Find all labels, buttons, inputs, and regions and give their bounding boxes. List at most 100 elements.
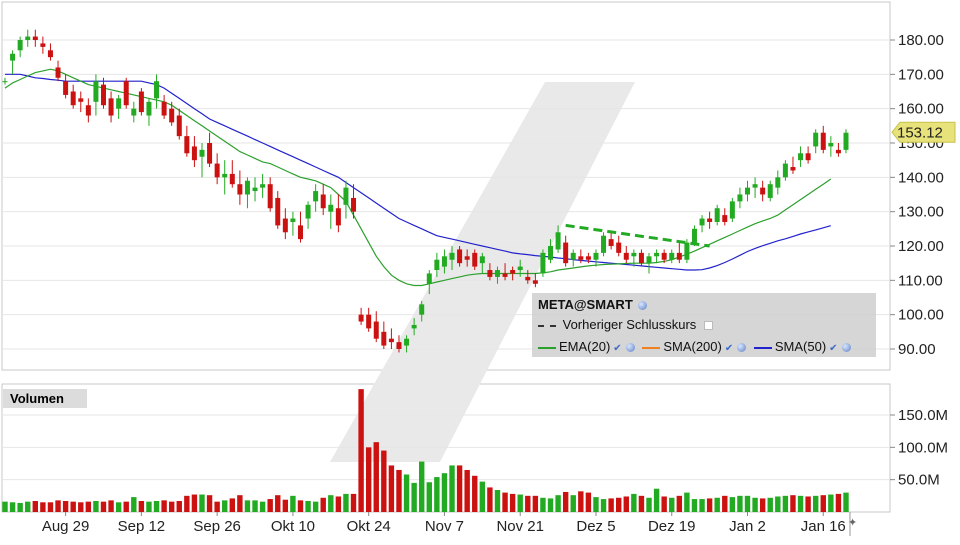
volume-bar — [790, 495, 796, 512]
candle-body — [85, 105, 91, 116]
check-icon[interactable]: ✔ — [724, 343, 734, 354]
check-icon[interactable]: ✔ — [613, 343, 622, 354]
volume-bar — [616, 497, 622, 512]
candle-body — [388, 338, 394, 343]
check-icon[interactable]: ✔ — [829, 343, 838, 354]
candle-body — [55, 67, 61, 78]
candle-body — [161, 101, 167, 116]
settings-dot-icon[interactable] — [737, 343, 747, 353]
volume-bar — [509, 493, 516, 512]
candle-body — [419, 304, 425, 315]
candle-body — [472, 252, 478, 267]
candle-body — [229, 173, 235, 185]
volume-bar — [138, 501, 145, 512]
candle-body — [828, 143, 834, 147]
sma50-line — [5, 73, 831, 271]
candle-body — [737, 194, 743, 202]
candle-body — [813, 132, 819, 147]
volume-tick-label: 150.0M — [898, 407, 948, 424]
legend-item-prev-close[interactable]: Vorheriger Schlusskurs — [538, 317, 713, 332]
candle-body — [267, 184, 273, 209]
volume-bar — [47, 502, 54, 512]
settings-dot-icon[interactable] — [638, 301, 648, 311]
last-price-label: 153.12 — [897, 124, 943, 141]
volume-bar — [653, 488, 660, 512]
volume-bar — [828, 494, 834, 512]
volume-bar — [706, 498, 713, 512]
price-tick-label: 140.00 — [898, 169, 944, 186]
volume-bar — [646, 497, 652, 512]
candle-body — [70, 91, 76, 106]
price-tick-label: 160.00 — [898, 101, 944, 118]
candle-body — [517, 266, 523, 271]
candle-body — [411, 324, 417, 329]
volume-bar — [426, 482, 432, 512]
candle-body — [138, 91, 144, 113]
volume-bar — [843, 492, 849, 512]
volume-bar — [540, 497, 546, 512]
candle-body — [93, 81, 99, 102]
volume-bar — [775, 496, 781, 512]
volume-bar — [305, 501, 311, 512]
x-tick-label: Aug 29 — [42, 518, 90, 535]
candle-body — [222, 173, 228, 178]
volume-bar — [555, 495, 561, 512]
candle-body — [578, 256, 584, 260]
settings-dot-icon[interactable] — [625, 343, 635, 353]
volume-bar — [578, 491, 584, 512]
volume-bar — [684, 492, 690, 512]
candle-body — [699, 218, 705, 226]
volume-bar — [343, 493, 349, 512]
price-tick-label: 110.00 — [898, 272, 943, 289]
volume-bar — [93, 501, 99, 512]
candle-body — [745, 187, 751, 195]
volume-bar — [55, 500, 61, 512]
candle-body — [570, 252, 576, 260]
volume-bar — [365, 447, 372, 512]
candle-body — [843, 132, 849, 150]
candle-body — [835, 149, 841, 154]
price-tick-label: 130.00 — [898, 204, 944, 221]
legend-sma200-label: SMA(200) — [663, 339, 722, 354]
scroll-arrow-icon[interactable]: ✦ — [848, 517, 858, 529]
volume-bar — [350, 493, 357, 512]
volume-bar — [381, 450, 387, 512]
candle-body — [275, 197, 281, 226]
volume-bar — [396, 469, 402, 512]
volume-bar — [328, 495, 334, 512]
volume-bar — [608, 498, 614, 512]
legend-symbol-text: META@SMART — [538, 297, 633, 312]
volume-bar — [146, 501, 152, 512]
price-tick-label: 120.00 — [898, 238, 944, 255]
candle-body — [108, 98, 114, 116]
x-tick-label: Sep 26 — [193, 518, 241, 535]
candle-body — [32, 36, 38, 40]
volume-bar — [767, 497, 773, 512]
candle-body — [358, 314, 364, 322]
candle-body — [282, 218, 288, 233]
candle-body — [184, 136, 190, 154]
candle-body — [237, 184, 243, 195]
checkbox-icon[interactable] — [703, 321, 713, 331]
volume-bar — [184, 495, 190, 512]
prev-close-dashed-line — [565, 223, 710, 248]
candle-body — [63, 81, 69, 95]
chart-legend[interactable]: META@SMART Vorheriger Schlusskurs EMA(20… — [532, 293, 876, 357]
volume-bar — [820, 495, 826, 512]
candle-body — [335, 208, 341, 226]
volume-bar — [290, 495, 296, 512]
volume-bar — [206, 495, 213, 512]
candle-body — [707, 218, 713, 222]
candle-body — [457, 249, 463, 264]
candle-body — [207, 143, 213, 164]
volume-bar — [464, 469, 470, 512]
candle-body — [176, 115, 182, 137]
volume-bar — [472, 475, 478, 512]
volume-bar — [388, 465, 395, 512]
settings-dot-icon[interactable] — [841, 343, 851, 353]
candle-body — [78, 98, 84, 102]
candle-body — [320, 194, 326, 209]
volume-bar — [456, 465, 463, 512]
candle-body — [123, 81, 129, 106]
candle-body — [691, 228, 697, 243]
